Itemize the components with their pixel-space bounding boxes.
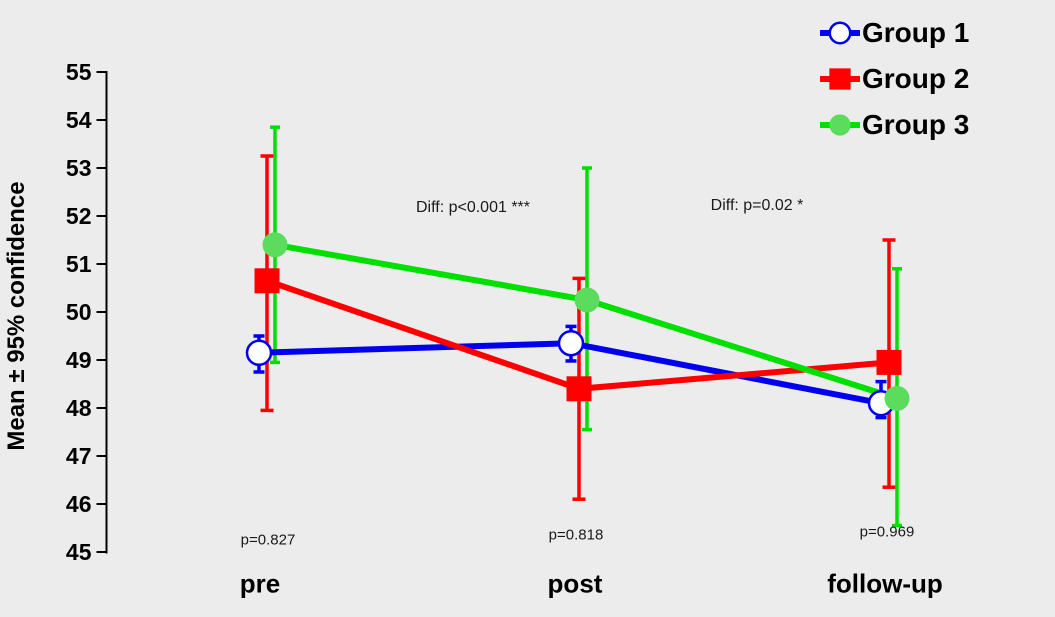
data-point-filled-circle bbox=[262, 232, 288, 258]
legend-label-group2: Group 2 bbox=[862, 63, 970, 94]
legend-item-group3: Group 3 bbox=[818, 102, 969, 148]
data-point-filled-circle bbox=[574, 287, 600, 313]
group2-marker-icon bbox=[820, 68, 860, 90]
x-tick-label-followup: follow-up bbox=[827, 568, 943, 599]
data-point-filled-square bbox=[876, 349, 902, 375]
annotation-diff-pre-post: Diff: p<0.001 *** bbox=[415, 199, 531, 216]
y-tick-label: 47 bbox=[66, 443, 92, 469]
x-tick-label-pre: pre bbox=[239, 568, 281, 599]
data-point-open-circle bbox=[245, 339, 273, 367]
y-tick-label: 53 bbox=[66, 155, 92, 181]
legend-item-group1: Group 1 bbox=[818, 10, 969, 56]
legend-label-group3: Group 3 bbox=[862, 109, 970, 140]
y-tick-label: 45 bbox=[66, 539, 92, 565]
legend-item-group2: Group 2 bbox=[818, 56, 969, 102]
y-tick-label: 46 bbox=[66, 491, 92, 517]
y-tick-label: 55 bbox=[66, 59, 92, 85]
data-point-open-circle bbox=[557, 329, 585, 357]
p-value-label-followup: p=0.969 bbox=[859, 523, 915, 541]
data-point-filled-square bbox=[254, 268, 280, 294]
data-point-filled-square bbox=[566, 376, 592, 402]
y-tick-label: 49 bbox=[66, 347, 92, 373]
legend: Group 1 Group 2 Group 3 bbox=[818, 10, 969, 148]
x-tick-label-post: post bbox=[547, 568, 603, 599]
data-point-filled-square bbox=[829, 68, 851, 90]
group3-marker-icon bbox=[820, 114, 860, 136]
y-tick-label: 50 bbox=[66, 299, 92, 325]
data-point-filled-circle bbox=[829, 114, 851, 136]
p-value-label-pre: p=0.827 bbox=[240, 531, 296, 549]
data-point-open-circle bbox=[828, 21, 852, 45]
y-tick-label: 48 bbox=[66, 395, 92, 421]
y-tick-label: 51 bbox=[66, 251, 92, 277]
group1-marker-icon bbox=[820, 21, 860, 45]
y-tick-label: 54 bbox=[66, 107, 92, 133]
y-tick-label: 52 bbox=[66, 203, 92, 229]
legend-label-group1: Group 1 bbox=[862, 17, 970, 48]
annotation-diff-post-followup: Diff: p=0.02 * bbox=[710, 197, 804, 214]
data-point-filled-circle bbox=[884, 385, 910, 411]
p-value-label-post: p=0.818 bbox=[548, 526, 604, 544]
y-axis-title: Mean ± 95% confidence bbox=[3, 181, 30, 451]
